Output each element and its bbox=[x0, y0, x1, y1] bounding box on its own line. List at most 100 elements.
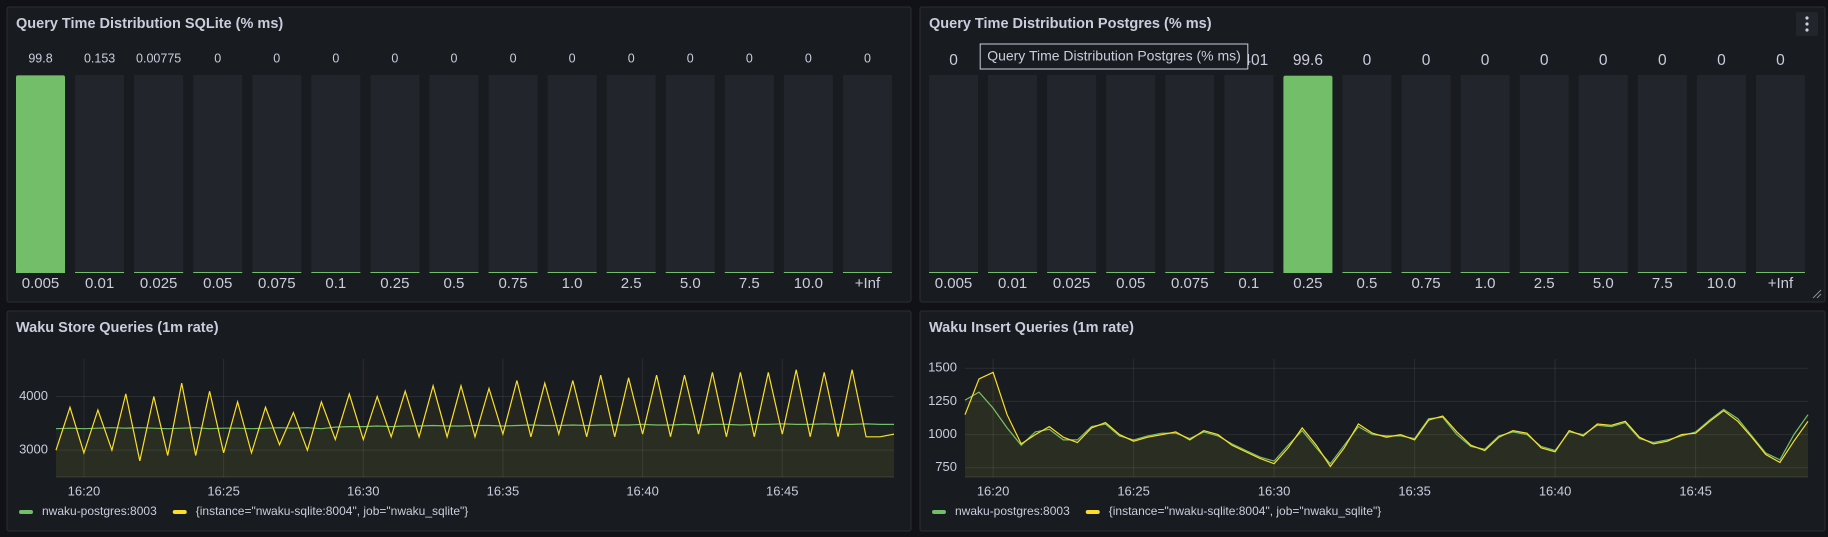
bar-background bbox=[1165, 75, 1215, 273]
y-tick-label: 4000 bbox=[19, 388, 48, 403]
bar-background bbox=[1578, 75, 1628, 273]
x-tick-label: 16:45 bbox=[1679, 483, 1712, 498]
value-label: 0 bbox=[1717, 52, 1726, 69]
category-label: 7.5 bbox=[739, 275, 760, 292]
series-area bbox=[965, 392, 1808, 477]
x-tick-label: 16:30 bbox=[347, 483, 380, 498]
category-label: 0.1 bbox=[325, 275, 346, 292]
series-area bbox=[56, 423, 894, 477]
panel-title: Waku Store Queries (1m rate) bbox=[16, 320, 219, 336]
category-label: 0.005 bbox=[935, 275, 973, 292]
legend-label: {instance="nwaku-sqlite:8004", job="nwak… bbox=[1109, 504, 1382, 518]
category-label: 0.5 bbox=[444, 275, 465, 292]
value-label: 0 bbox=[332, 51, 339, 65]
tooltip-text: Query Time Distribution Postgres (% ms) bbox=[987, 48, 1241, 64]
value-label: 0 bbox=[805, 51, 812, 65]
category-label: 5.0 bbox=[680, 275, 701, 292]
bar-background bbox=[370, 75, 420, 273]
x-tick-label: 16:20 bbox=[68, 483, 101, 498]
bar-background bbox=[252, 75, 302, 273]
category-label: 2.5 bbox=[621, 275, 642, 292]
panel-title: Query Time Distribution SQLite (% ms) bbox=[16, 16, 283, 32]
bar-background bbox=[311, 75, 361, 273]
series-area bbox=[965, 372, 1808, 477]
category-label: 1.0 bbox=[562, 275, 583, 292]
category-label: 0.005 bbox=[22, 275, 60, 292]
category-label: 0.25 bbox=[380, 275, 409, 292]
bar-background bbox=[134, 75, 184, 273]
bar-background bbox=[724, 75, 774, 273]
category-label: 2.5 bbox=[1534, 275, 1555, 292]
value-label: 0 bbox=[214, 51, 221, 65]
bar-background bbox=[1696, 75, 1746, 273]
category-label: 0.075 bbox=[1171, 275, 1209, 292]
value-label: 0 bbox=[1599, 52, 1608, 69]
x-tick-label: 16:35 bbox=[487, 483, 520, 498]
value-label: 0 bbox=[949, 52, 958, 69]
value-label: 99.6 bbox=[1293, 52, 1323, 69]
category-label: +Inf bbox=[855, 275, 881, 292]
bar bbox=[1224, 272, 1274, 273]
value-label: 0 bbox=[1363, 52, 1372, 69]
panel bbox=[6, 310, 912, 532]
legend-label: {instance="nwaku-sqlite:8004", job="nwak… bbox=[196, 504, 469, 518]
legend-label: nwaku-postgres:8003 bbox=[42, 504, 157, 518]
value-label: 0 bbox=[864, 51, 871, 65]
value-label: 0.153 bbox=[84, 51, 115, 65]
series-line bbox=[964, 371, 1809, 468]
category-label: 0.075 bbox=[258, 275, 296, 292]
y-tick-label: 1000 bbox=[928, 426, 957, 441]
category-label: 1.0 bbox=[1475, 275, 1496, 292]
value-label: 0 bbox=[1481, 52, 1490, 69]
category-label: 0.05 bbox=[1116, 275, 1145, 292]
bar-background bbox=[665, 75, 715, 273]
bar-background bbox=[193, 75, 243, 273]
y-tick-label: 1250 bbox=[928, 393, 957, 408]
y-tick-label: 1500 bbox=[928, 360, 957, 375]
category-label: 0.01 bbox=[85, 275, 114, 292]
x-tick-label: 16:20 bbox=[977, 483, 1010, 498]
bar-background bbox=[1519, 75, 1569, 273]
bar-background bbox=[606, 75, 656, 273]
value-label: 0 bbox=[273, 51, 280, 65]
resize-handle[interactable] bbox=[1812, 289, 1822, 299]
bar-background bbox=[1047, 75, 1097, 273]
bar-background bbox=[1224, 75, 1274, 273]
category-label: 10.0 bbox=[794, 275, 823, 292]
panel bbox=[919, 310, 1826, 532]
bar-background bbox=[1342, 75, 1392, 273]
panel-title: Query Time Distribution Postgres (% ms) bbox=[929, 16, 1212, 32]
value-label: 0 bbox=[451, 51, 458, 65]
value-label: 0 bbox=[687, 51, 694, 65]
x-tick-label: 16:25 bbox=[207, 483, 240, 498]
category-label: 0.25 bbox=[1293, 275, 1322, 292]
category-label: 0.75 bbox=[498, 275, 527, 292]
value-label: 0 bbox=[1540, 52, 1549, 69]
category-label: 5.0 bbox=[1593, 275, 1614, 292]
bar-background bbox=[988, 75, 1038, 273]
tooltip-box bbox=[979, 43, 1249, 70]
value-label: 0 bbox=[628, 51, 635, 65]
tooltip: Query Time Distribution Postgres (% ms) bbox=[979, 43, 1249, 70]
category-label: 0.01 bbox=[998, 275, 1027, 292]
x-tick-label: 16:25 bbox=[1117, 483, 1150, 498]
bar-background bbox=[1460, 75, 1510, 273]
panel-title: Waku Insert Queries (1m rate) bbox=[929, 320, 1134, 336]
value-label: 0.00775 bbox=[136, 51, 181, 65]
x-tick-label: 16:40 bbox=[626, 483, 659, 498]
bar-background bbox=[783, 75, 833, 273]
bar-background bbox=[1637, 75, 1687, 273]
bar bbox=[1283, 75, 1333, 274]
series-line bbox=[55, 423, 894, 430]
category-label: 0.05 bbox=[203, 275, 232, 292]
bar-background bbox=[429, 75, 479, 273]
series-line bbox=[964, 391, 1809, 465]
bar-background bbox=[547, 75, 597, 273]
category-label: 0.025 bbox=[140, 275, 178, 292]
value-label: 0 bbox=[746, 51, 753, 65]
value-label: 0 bbox=[1776, 52, 1785, 69]
panel-menu[interactable] bbox=[1796, 12, 1818, 36]
bar-background bbox=[488, 75, 538, 273]
